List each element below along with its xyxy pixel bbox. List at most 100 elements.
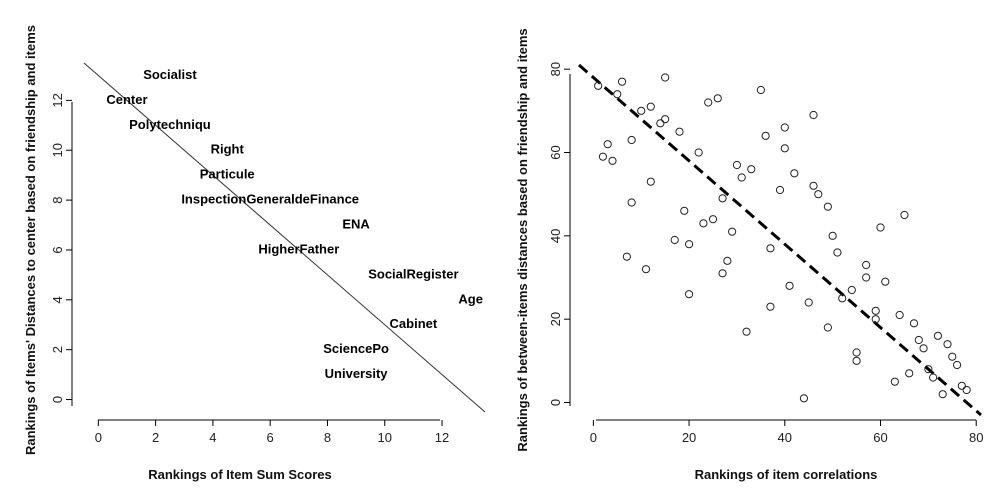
scatter-point: [809, 181, 818, 190]
scatter-point: [852, 348, 861, 357]
scatter-point: [594, 81, 603, 90]
scatter-point: [775, 185, 785, 195]
scatter-point: [809, 110, 818, 120]
item-label-university: University: [325, 366, 389, 381]
scatter-point: [881, 277, 890, 286]
right-x-tick-label: 80: [969, 430, 983, 445]
scatter-point: [895, 310, 904, 320]
right-reference-line: [578, 63, 982, 417]
left-x-tick-label: 2: [152, 430, 159, 445]
item-label-socialist: Socialist: [143, 67, 197, 82]
scatter-point: [718, 194, 727, 203]
scatter-point: [732, 160, 742, 170]
scatter-point: [737, 173, 746, 182]
left-y-tick-label: 2: [50, 346, 65, 353]
scatter-point: [742, 327, 751, 336]
scatter-point: [680, 206, 689, 215]
right-x-tick-label: 60: [873, 430, 887, 445]
scatter-point: [957, 381, 966, 390]
scatter-point: [661, 115, 670, 124]
scatter-point: [627, 135, 636, 145]
right-y-tick-label: 80: [548, 62, 563, 76]
right-x-tick-label: 40: [778, 430, 792, 445]
right-y-tick-label: 0: [548, 399, 563, 406]
scatter-point: [661, 73, 670, 82]
left-x-tick-label: 4: [209, 430, 216, 445]
scatter-point: [929, 373, 938, 382]
scatter-point: [952, 360, 962, 370]
scatter-point: [603, 140, 612, 149]
left-y-tick-label: 10: [50, 143, 65, 157]
left-x-tick-label: 10: [378, 430, 392, 445]
item-label-socialregister: SocialRegister: [368, 266, 458, 281]
scatter-point: [656, 119, 665, 128]
left-x-axis-label: Rankings of Item Sum Scores: [148, 467, 332, 482]
scatter-point: [938, 390, 947, 399]
right-y-tick-label: 40: [548, 229, 563, 243]
scatter-point: [823, 323, 832, 332]
scatter-point: [704, 98, 713, 107]
right-x-axis-label: Rankings of item correlations: [695, 467, 878, 482]
scatter-point: [747, 165, 756, 174]
scatter-point: [852, 356, 861, 365]
left-x-tick-label: 0: [95, 430, 102, 445]
scatter-point: [627, 198, 636, 207]
scatter-point: [718, 269, 727, 278]
scatter-point: [862, 260, 871, 270]
item-label-particule: Particule: [200, 167, 255, 182]
scatter-point: [790, 169, 799, 178]
item-label-center: Center: [106, 92, 147, 107]
scatter-point: [914, 335, 923, 345]
item-label-higherfather: HigherFather: [258, 241, 339, 256]
scatter-point: [890, 377, 899, 386]
scatter-point: [708, 215, 718, 224]
left-panel: Rankings of Item Sum Scores Rankings of …: [23, 25, 486, 482]
item-label-cabinet: Cabinet: [390, 316, 438, 331]
scatter-point: [608, 156, 617, 165]
scatter-point: [699, 219, 708, 228]
scatter-point: [766, 244, 775, 253]
scatter-point: [622, 252, 631, 261]
scatter-point: [613, 90, 622, 99]
scatter-point: [948, 352, 957, 361]
scatter-point: [756, 85, 765, 95]
scatter-point: [909, 319, 919, 328]
scatter-point: [598, 152, 608, 161]
scatter-point: [905, 369, 914, 378]
right-y-axis-label: Rankings of between-items distances base…: [515, 28, 530, 451]
scatter-point: [871, 315, 880, 324]
scatter-point: [761, 131, 770, 140]
left-x-tick-label: 6: [267, 430, 274, 445]
scatter-point: [641, 265, 651, 274]
item-label-inspectiongeneraldefinance: InspectionGeneraldeFinance: [181, 192, 359, 207]
item-label-sciencepo: SciencePo: [323, 341, 389, 356]
scatter-point: [833, 248, 842, 257]
scatter-point: [684, 290, 694, 299]
scatter-point: [933, 331, 943, 340]
right-y-tick-label: 60: [548, 145, 563, 159]
scatter-point: [766, 302, 775, 311]
scatter-point: [814, 190, 823, 199]
scatter-point: [780, 123, 789, 132]
left-x-tick-label: 12: [435, 430, 449, 445]
item-label-polytechniqu: Polytechniqu: [129, 117, 211, 132]
scatter-point: [617, 77, 627, 86]
scatter-point: [919, 344, 928, 353]
item-label-ena: ENA: [342, 216, 370, 231]
right-x-tick-label: 0: [590, 430, 597, 445]
item-label-age: Age: [458, 291, 483, 306]
left-reference-line: [83, 62, 486, 413]
right-panel: Rankings of item correlations Rankings o…: [515, 28, 983, 482]
scatter-point: [900, 210, 909, 220]
scatter-point: [780, 144, 789, 153]
scatter-point: [694, 148, 703, 157]
scatter-point: [804, 298, 813, 307]
scatter-point: [838, 294, 847, 303]
scatter-point: [876, 223, 885, 232]
scatter-point: [723, 256, 732, 265]
item-label-right: Right: [211, 142, 245, 157]
scatter-point: [785, 281, 794, 290]
left-y-axis-label: Rankings of Items' Distances to center b…: [23, 25, 38, 455]
scatter-point: [823, 202, 832, 211]
scatter-point: [862, 273, 871, 282]
